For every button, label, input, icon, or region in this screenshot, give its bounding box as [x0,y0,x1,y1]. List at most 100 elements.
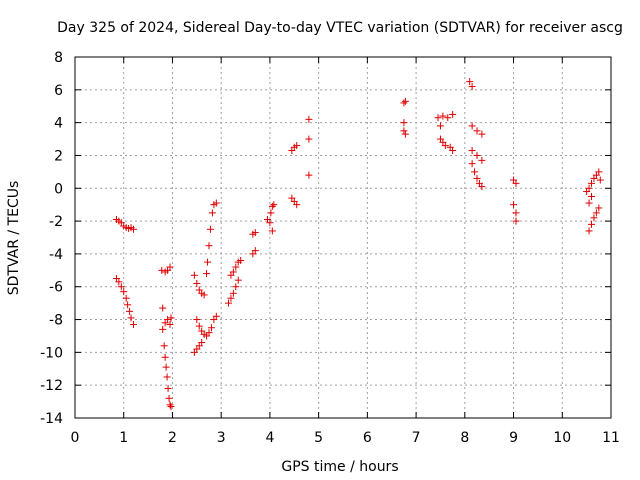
data-point [595,204,603,212]
data-point [401,97,409,105]
data-point [160,342,168,350]
data-point [229,268,237,276]
data-point [203,270,211,278]
data-point [200,291,208,299]
data-point [585,199,593,207]
data-point [512,209,520,217]
data-point [512,179,520,187]
data-point [588,179,596,187]
data-point [204,258,212,266]
data-point [206,225,214,233]
y-axis-label: SDTVAR / TECUs [6,181,22,296]
data-point [305,115,313,123]
x-tick-label: 1 [119,430,128,446]
y-tick-label: 8 [54,50,63,66]
data-point [449,110,457,118]
x-tick-label: 0 [71,430,80,446]
x-axis-label: GPS time / hours [281,459,398,475]
data-point [190,271,198,279]
data-point [124,301,132,309]
x-tick-label: 3 [217,430,226,446]
data-point [444,114,452,122]
data-point [434,114,442,122]
x-tick-label: 9 [509,430,518,446]
data-point [126,307,134,315]
y-tick-label: 0 [54,181,63,197]
data-point [237,256,245,264]
x-tick-label: 5 [314,430,323,446]
data-point [293,201,301,209]
data-point [449,147,457,155]
data-point [167,314,175,322]
data-point [588,220,596,228]
data-point [227,294,235,302]
data-point [468,147,476,155]
data-point [166,401,174,409]
data-point [471,168,479,176]
plot-frame [74,56,612,419]
data-point [115,278,123,286]
data-point [268,202,276,210]
data-point [588,192,596,200]
y-tick-label: 6 [54,83,63,99]
data-point [212,199,220,207]
data-point [159,304,167,312]
data-point [478,183,486,191]
data-point [117,283,125,291]
data-point [466,78,474,86]
data-point [193,316,201,324]
data-point [595,168,603,176]
data-point [400,119,408,127]
data-point [473,174,481,182]
y-tick-label: -14 [40,411,63,427]
data-point [166,263,174,271]
data-point [441,142,449,150]
x-tick-label: 10 [553,430,571,446]
x-tick-label: 7 [412,430,421,446]
data-point [232,283,240,291]
data-point [207,324,215,332]
data-point [468,122,476,130]
x-tick-label: 11 [602,430,620,446]
data-point [468,160,476,168]
data-point [164,384,172,392]
data-point [400,127,408,135]
data-point [229,289,237,297]
data-point [161,353,169,361]
data-point [224,299,232,307]
data-point [473,127,481,135]
data-point [158,266,166,274]
data-point [129,225,137,233]
y-tick-label: -10 [40,345,63,361]
data-point [585,184,593,192]
data-point [305,135,313,143]
y-tick-label: -2 [49,214,63,230]
y-tick-label: -6 [49,280,63,296]
data-point [208,209,216,217]
data-point [162,363,170,371]
data-point [293,142,301,150]
axis-ticks [74,56,612,419]
data-point [512,217,520,225]
data-point [163,373,171,381]
data-point [166,320,174,328]
data-point [266,219,274,227]
data-points [112,78,604,411]
x-tick-label: 2 [168,430,177,446]
data-point [478,130,486,138]
data-point [510,201,518,209]
data-point [439,112,447,120]
data-point [165,394,173,402]
data-point [585,227,593,235]
data-point [267,209,275,217]
data-point [234,276,242,284]
data-point [251,229,259,237]
data-point [592,209,600,217]
data-point [400,99,408,107]
grid-lines [75,57,611,418]
data-point [268,227,276,235]
y-tick-label: -4 [49,247,63,263]
data-point [205,242,213,250]
data-point [198,339,206,347]
